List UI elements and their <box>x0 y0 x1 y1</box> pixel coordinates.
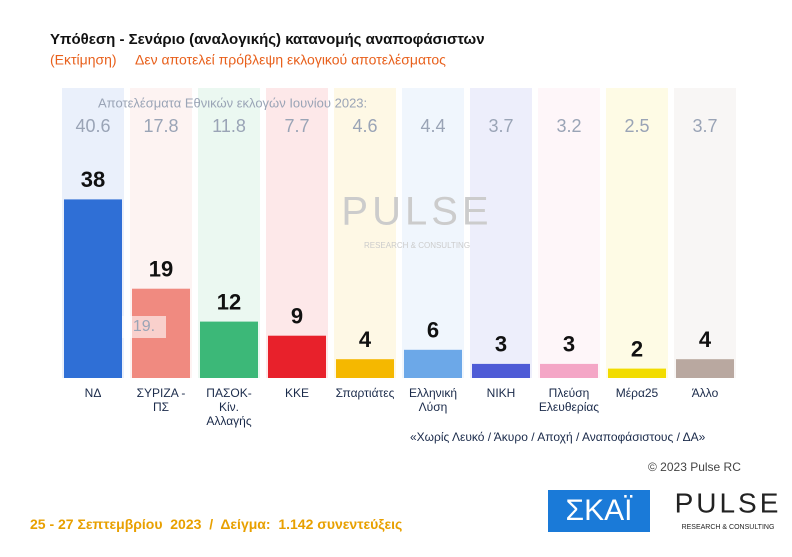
category-label: Σπαρτιάτες <box>335 386 395 400</box>
note: «Χωρίς Λευκό / Άκυρο / Αποχή / Αναποφάσι… <box>410 430 706 444</box>
annotation-box <box>122 316 166 338</box>
column-bg <box>606 88 668 378</box>
category-label: ΚΚΕ <box>284 386 309 400</box>
previous-label: Αποτελέσματα Εθνικών εκλογών Ιουνίου 202… <box>98 95 367 110</box>
bar <box>540 363 598 378</box>
value-label: 38 <box>81 167 105 192</box>
chart-subtitle: (Εκτίμηση) <box>50 52 117 68</box>
column-bg <box>266 88 328 378</box>
previous-value: 11.8 <box>212 116 246 136</box>
category-label: ΝΔ <box>84 386 102 400</box>
value-label: 6 <box>427 318 439 343</box>
value-label: 4 <box>359 327 372 352</box>
column-bg <box>538 88 600 378</box>
bar <box>608 368 666 378</box>
skai-logo: ΣΚΑΪ <box>566 494 634 527</box>
previous-value: 4.6 <box>352 116 377 136</box>
bar <box>676 359 734 378</box>
value-label: 9 <box>291 304 303 329</box>
bar <box>268 335 326 378</box>
previous-value: 3.7 <box>692 116 717 136</box>
copyright: © 2023 Pulse RC <box>648 460 741 474</box>
value-label: 3 <box>563 332 575 357</box>
category-label: Πλεύση Ελευθερίας <box>538 386 600 414</box>
category-label: Μέρα25 <box>615 386 659 400</box>
watermark: PULSE <box>341 190 492 234</box>
previous-value: 40.6 <box>75 116 110 136</box>
value-label: 4 <box>699 327 712 352</box>
value-label: 19 <box>149 257 173 282</box>
category-label: Ελληνική Λύση <box>408 386 458 414</box>
pulse-logo-sub: RESEARCH & CONSULTING <box>682 524 775 531</box>
bar <box>336 359 394 378</box>
previous-value: 2.5 <box>624 116 649 136</box>
column-bg <box>402 88 464 378</box>
category-label: ΠΑΣΟΚ-Κίν. Αλλαγής <box>206 386 252 428</box>
column-bg <box>334 88 396 378</box>
annotation: 19. <box>133 318 155 335</box>
category-label: Άλλο <box>691 386 719 400</box>
skai-logo-box <box>548 490 650 532</box>
bar <box>200 321 258 378</box>
previous-value: 3.7 <box>488 116 513 136</box>
bar <box>64 199 122 378</box>
bar <box>472 363 530 378</box>
watermark-sub: RESEARCH & CONSULTING <box>364 241 470 250</box>
value-label: 12 <box>217 289 241 314</box>
footer: 25 - 27 Σεπτεμβρίου 2023 / Δείγμα: 1.142… <box>30 516 403 532</box>
previous-value: 4.4 <box>420 116 445 136</box>
value-label: 2 <box>631 336 643 361</box>
previous-value: 7.7 <box>284 116 309 136</box>
category-label: ΝΙΚΗ <box>486 386 516 400</box>
column-bg <box>674 88 736 378</box>
chart-title: Υπόθεση - Σενάριο (αναλογικής) κατανομής… <box>50 31 485 48</box>
bar <box>404 349 462 378</box>
pulse-logo: PULSE <box>675 487 782 518</box>
column-bg <box>470 88 532 378</box>
previous-value: 17.8 <box>143 116 178 136</box>
category-label: ΣΥΡΙΖΑ - ΠΣ <box>136 386 186 414</box>
value-label: 3 <box>495 332 507 357</box>
chart-subtitle: Δεν αποτελεί πρόβλεψη εκλογικού αποτελέσ… <box>135 52 446 68</box>
previous-value: 3.2 <box>556 116 581 136</box>
